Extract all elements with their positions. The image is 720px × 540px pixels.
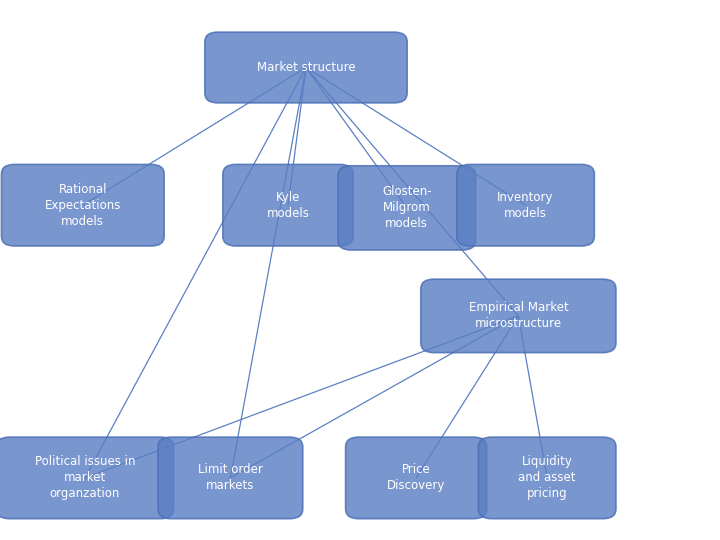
FancyBboxPatch shape (204, 32, 407, 103)
FancyBboxPatch shape (223, 164, 353, 246)
FancyBboxPatch shape (1, 164, 164, 246)
FancyBboxPatch shape (456, 164, 594, 246)
Text: Inventory
models: Inventory models (498, 191, 554, 220)
Text: Glosten-
Milgrom
models: Glosten- Milgrom models (382, 185, 431, 231)
Text: Price
Discovery: Price Discovery (387, 463, 446, 492)
FancyBboxPatch shape (338, 166, 475, 250)
Text: Limit order
markets: Limit order markets (198, 463, 263, 492)
Text: Rational
Expectations
models: Rational Expectations models (45, 183, 121, 228)
FancyBboxPatch shape (346, 437, 487, 518)
FancyBboxPatch shape (0, 437, 174, 518)
Text: Empirical Market
microstructure: Empirical Market microstructure (469, 301, 568, 330)
Text: Liquidity
and asset
pricing: Liquidity and asset pricing (518, 455, 576, 501)
Text: Political issues in
market
organzation: Political issues in market organzation (35, 455, 135, 501)
Text: Market structure: Market structure (257, 61, 355, 74)
FancyBboxPatch shape (478, 437, 616, 518)
FancyBboxPatch shape (158, 437, 302, 518)
FancyBboxPatch shape (420, 279, 616, 353)
Text: Kyle
models: Kyle models (266, 191, 310, 220)
